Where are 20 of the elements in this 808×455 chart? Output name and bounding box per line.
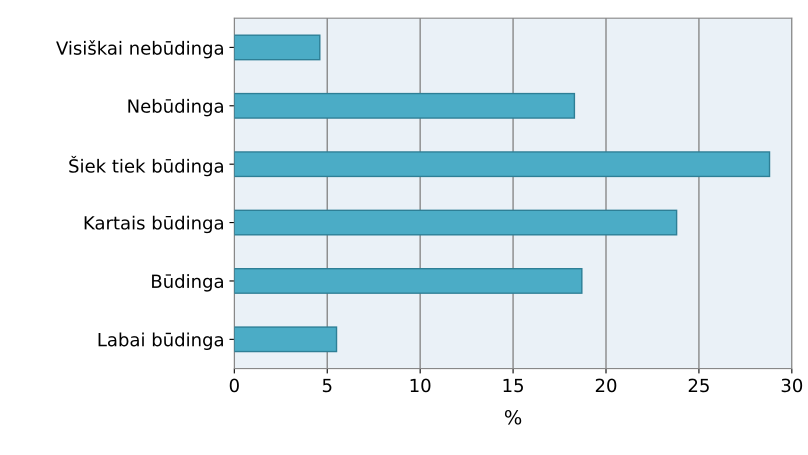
bar bbox=[234, 210, 678, 236]
x-tick-label: 15 bbox=[504, 378, 523, 392]
y-tick-label: Būdinga bbox=[152, 274, 223, 292]
y-tick-label: Nebūdinga bbox=[128, 98, 223, 116]
y-tick-label: Kartais būdinga bbox=[84, 216, 223, 234]
x-tick-label: 20 bbox=[596, 378, 616, 392]
x-tick-label: 30 bbox=[782, 378, 802, 392]
x-tick-label: 25 bbox=[688, 378, 709, 392]
y-tick-label: Šiek tiek būdinga bbox=[69, 156, 223, 176]
x-tick-label: 0 bbox=[230, 378, 239, 392]
y-tick-label: Visiškai nebūdinga bbox=[56, 40, 223, 58]
bar bbox=[234, 268, 583, 294]
bar bbox=[234, 326, 338, 352]
x-axis-title: % bbox=[504, 410, 522, 425]
bar bbox=[234, 34, 320, 60]
x-tick-label: 5 bbox=[322, 378, 332, 392]
x-tick-label: 10 bbox=[410, 378, 430, 392]
y-tick-label: Labai būdinga bbox=[98, 332, 223, 350]
bar bbox=[234, 151, 770, 178]
bar bbox=[234, 92, 576, 119]
